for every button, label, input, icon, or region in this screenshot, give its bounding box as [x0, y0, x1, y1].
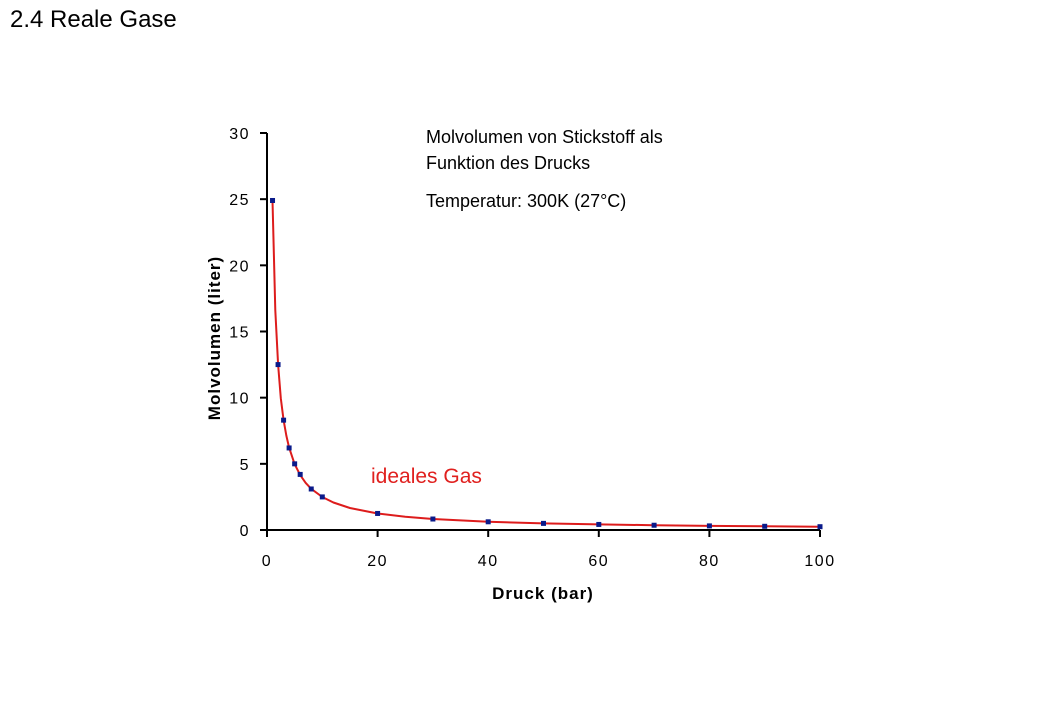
- chart-title-line-1: Molvolumen von Stickstoff als: [426, 127, 663, 147]
- data-point: [270, 197, 276, 203]
- ideal-gas-curve-layer: [271, 200, 821, 528]
- x-tick-label: 80: [699, 553, 720, 570]
- chart-title: Molvolumen von Stickstoff als Funktion d…: [426, 124, 746, 176]
- data-point: [596, 521, 602, 527]
- x-axis-title: Druck (bar): [492, 584, 594, 603]
- y-tick-label: 20: [229, 258, 250, 275]
- slide-title: 2.4 Reale Gase: [10, 6, 177, 33]
- x-axis-ticks: 0 20 40 60 80 100: [262, 530, 835, 570]
- data-point: [762, 523, 768, 529]
- data-point: [281, 417, 287, 423]
- y-tick-label: 30: [229, 126, 250, 143]
- data-point: [706, 523, 712, 529]
- data-point: [817, 524, 823, 530]
- y-tick-label: 25: [229, 192, 250, 209]
- chart-subtitle-temperature: Temperatur: 300K (27°C): [426, 191, 627, 211]
- y-tick-label: 10: [229, 391, 250, 408]
- data-points-layer: [270, 197, 823, 530]
- x-tick-label: 60: [588, 553, 609, 570]
- data-point: [375, 510, 381, 516]
- data-point: [319, 494, 325, 500]
- data-point: [541, 520, 546, 526]
- data-point: [286, 445, 292, 451]
- data-point: [651, 522, 657, 528]
- data-point: [430, 516, 436, 522]
- x-tick-label: 100: [804, 553, 835, 570]
- y-axis-title: Molvolumen (liter): [205, 256, 224, 420]
- x-tick-label: 0: [262, 553, 272, 570]
- data-point: [308, 486, 314, 492]
- x-tick-label: 20: [367, 553, 388, 570]
- data-point: [275, 362, 281, 368]
- axes: [266, 133, 820, 531]
- data-point: [292, 461, 298, 467]
- y-axis-ticks: 0 5 10 15 20 25 30: [229, 126, 267, 540]
- y-tick-label: 15: [229, 325, 250, 342]
- ideal-gas-curve: [271, 200, 821, 528]
- series-label-ideal-gas: ideales Gas: [371, 465, 482, 488]
- data-point: [485, 519, 491, 525]
- y-tick-label: 5: [240, 457, 250, 474]
- data-point: [297, 471, 303, 477]
- chart-title-line-2: Funktion des Drucks: [426, 153, 591, 173]
- y-tick-label: 0: [240, 523, 250, 540]
- x-tick-label: 40: [478, 553, 499, 570]
